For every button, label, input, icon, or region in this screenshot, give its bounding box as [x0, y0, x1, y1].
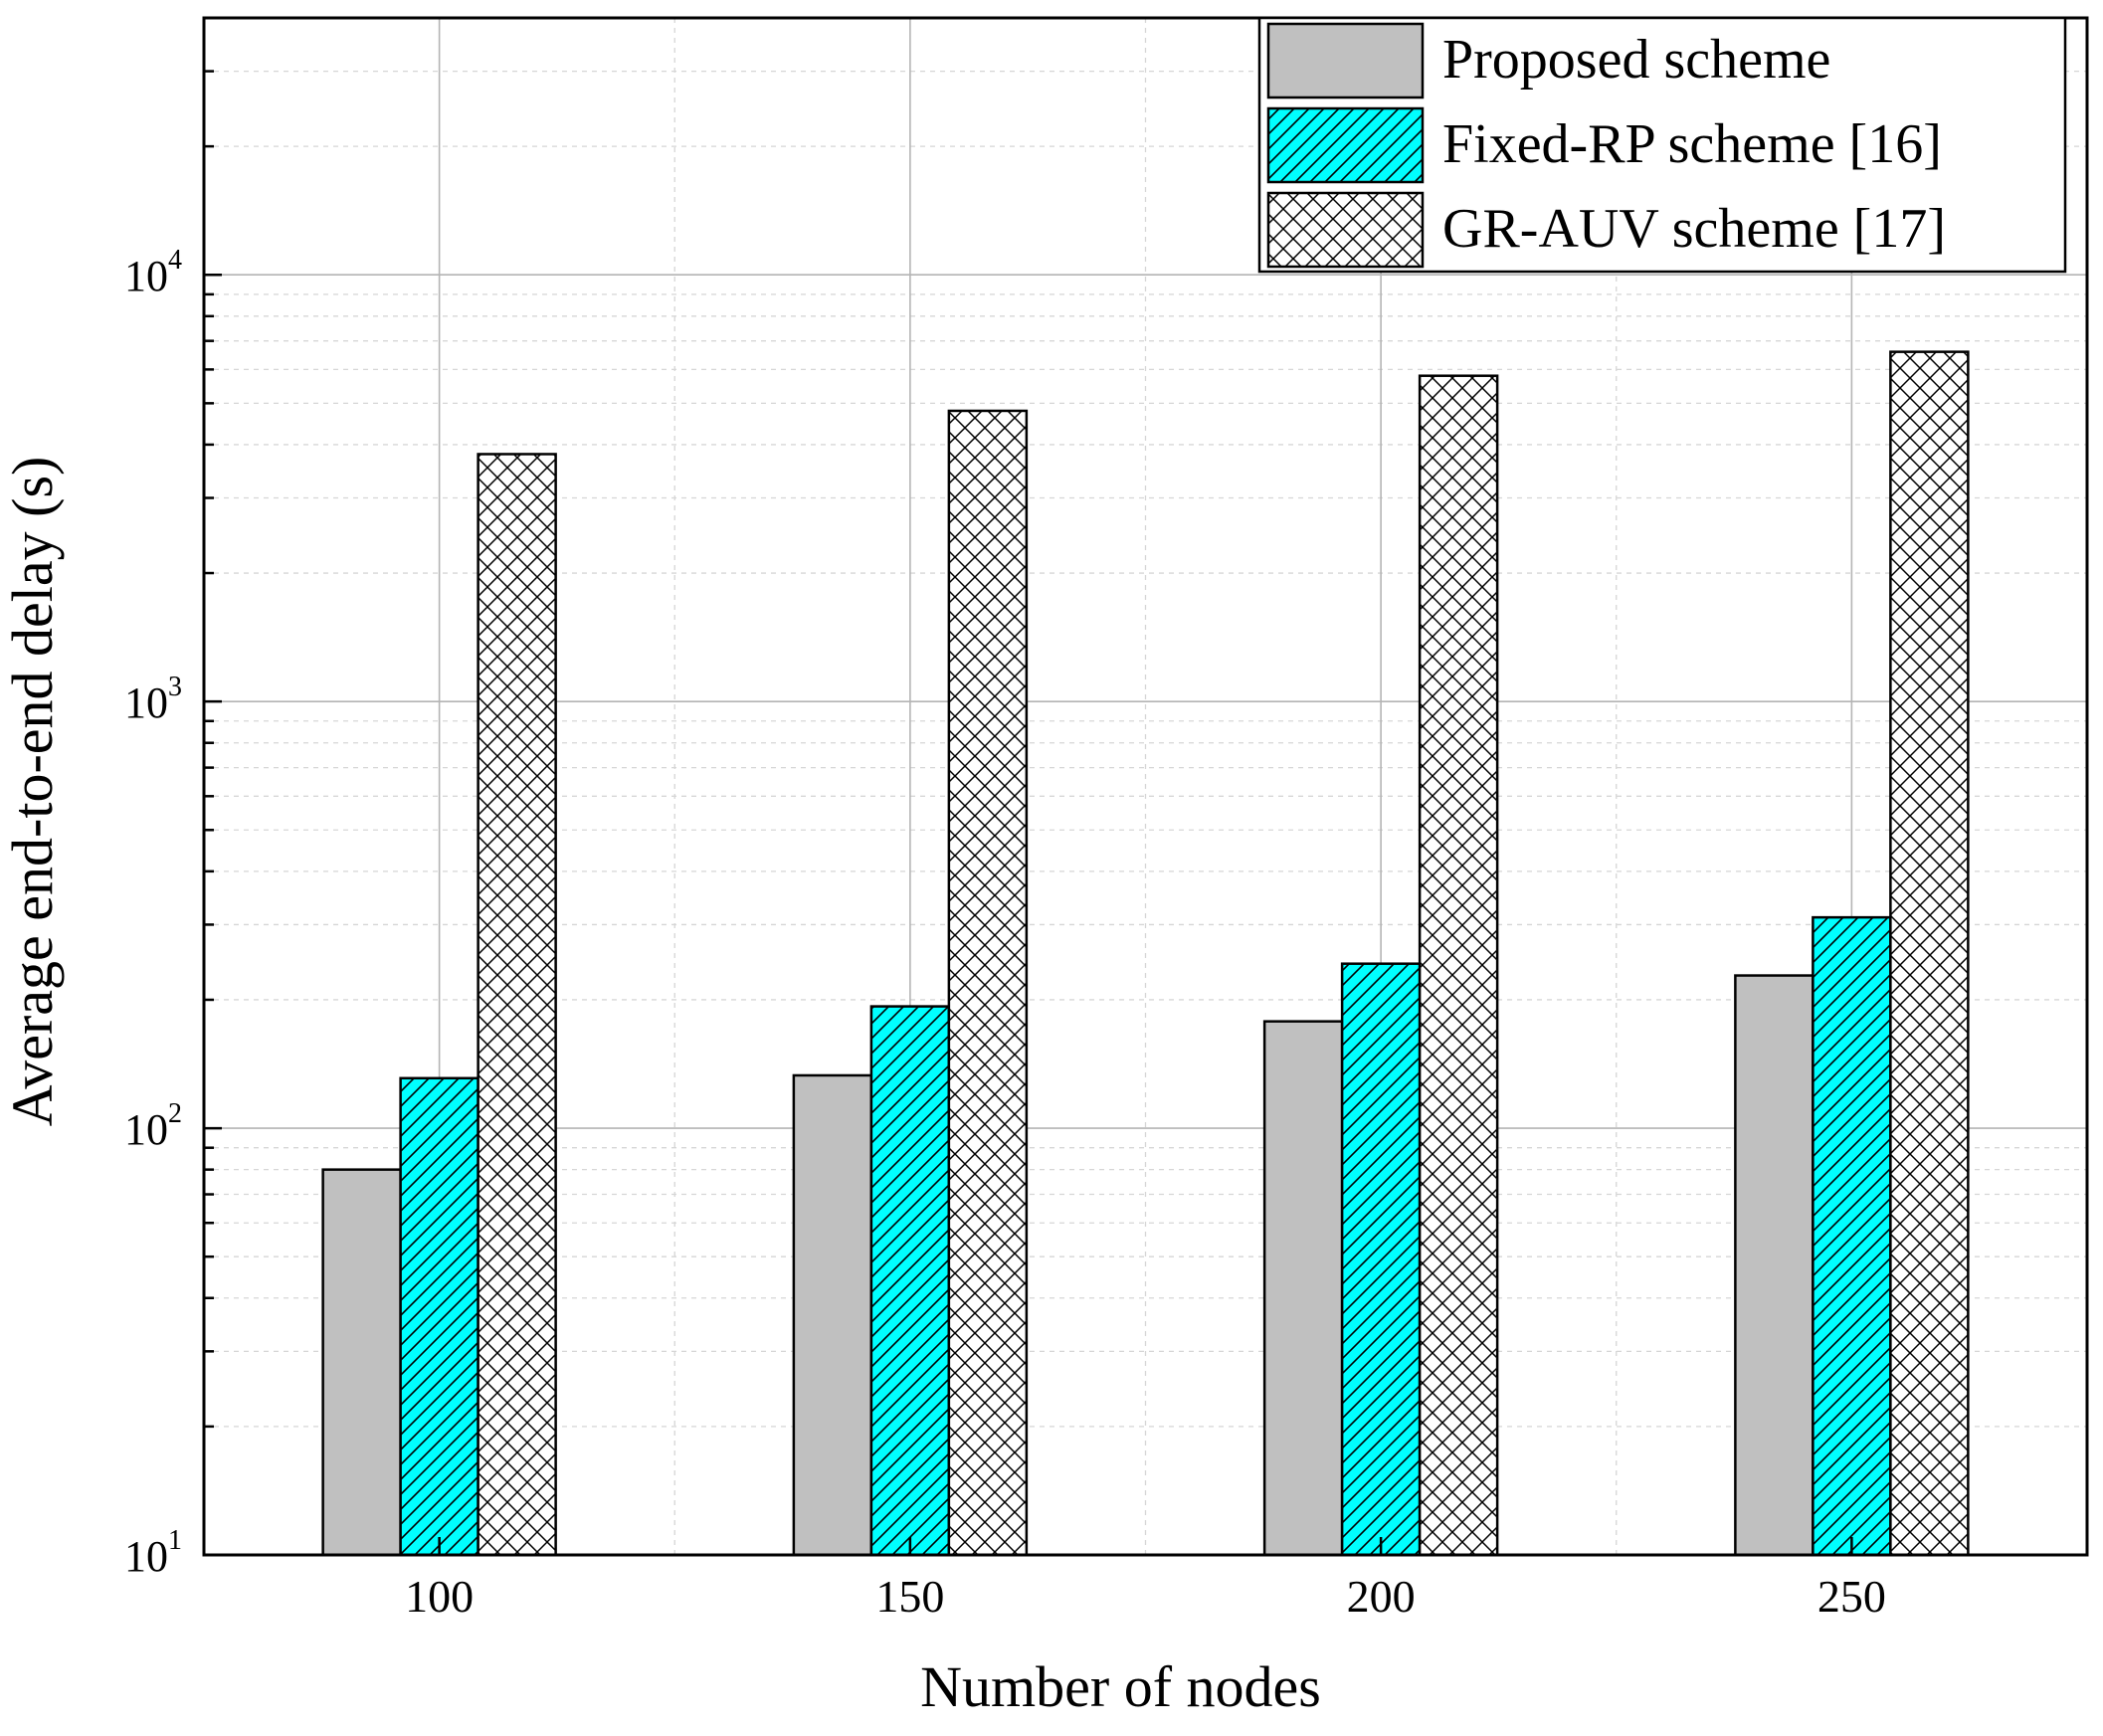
y-tick-label-base: 10	[124, 678, 168, 727]
legend: Proposed scheme Fixed-RP scheme [16] GR-AU…	[1257, 16, 2067, 274]
bar-2-200	[1340, 962, 1422, 1557]
bar-3-150	[947, 409, 1029, 1557]
legend-label-1: Proposed scheme	[1442, 29, 1830, 91]
bar-3-200	[1418, 374, 1499, 1557]
bar-1-200	[1262, 1020, 1344, 1557]
legend-label-3: GR-AUV scheme [17]	[1442, 198, 1946, 260]
bar-1-150	[792, 1073, 873, 1557]
x-tick-label: 200	[1347, 1571, 1416, 1622]
y-tick-label-base: 10	[124, 1532, 168, 1581]
y-tick-label-base: 10	[124, 252, 168, 300]
x-tick-label: 100	[405, 1571, 474, 1622]
y-tick-label-exponent: 1	[168, 1525, 182, 1556]
plot-frame	[202, 16, 2089, 1557]
x-tick-label: 150	[875, 1571, 944, 1622]
y-tick-label-exponent: 3	[168, 672, 182, 702]
bars-layer	[321, 350, 1970, 1557]
y-tick-label: 103	[124, 672, 182, 727]
legend-swatch-3	[1266, 191, 1425, 269]
bar-2-250	[1812, 915, 1892, 1557]
bar-3-100	[477, 453, 557, 1557]
y-axis-label: Average end-to-end delay (s)	[0, 457, 65, 1127]
legend-swatch-2	[1266, 106, 1425, 184]
y-tick-label: 101	[124, 1525, 182, 1581]
bar-2-150	[869, 1005, 951, 1557]
y-tick-label: 104	[124, 245, 182, 300]
bar-3-250	[1889, 350, 1970, 1557]
legend-label-2: Fixed-RP scheme [16]	[1442, 113, 1942, 175]
y-tick-label: 102	[124, 1098, 182, 1154]
x-tick-label: 250	[1817, 1571, 1886, 1622]
y-tick-label-exponent: 4	[168, 245, 182, 276]
legend-swatch-1	[1266, 22, 1425, 99]
bar-2-100	[399, 1076, 479, 1557]
x-axis-label: Number of nodes	[920, 1654, 1321, 1719]
y-tick-label-base: 10	[124, 1105, 168, 1154]
bar-1-100	[321, 1168, 402, 1557]
bar-1-250	[1734, 974, 1815, 1557]
y-tick-label-exponent: 2	[168, 1098, 182, 1129]
